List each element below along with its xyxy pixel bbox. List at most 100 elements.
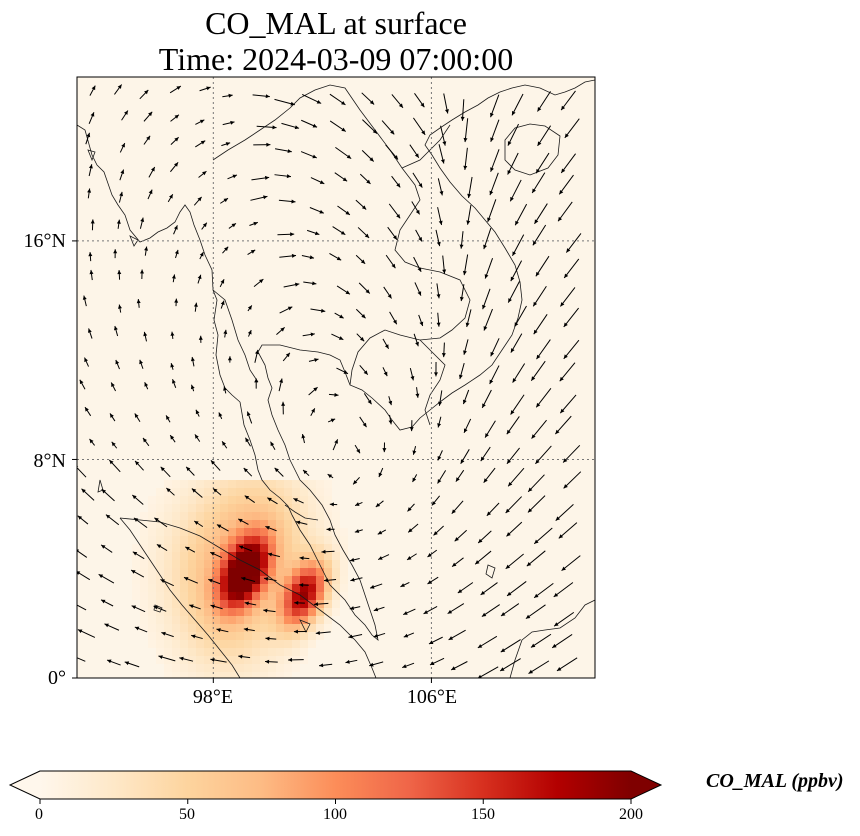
concentration-cell [220, 584, 228, 592]
wind-arrow [388, 203, 401, 219]
map-title: CO_MAL at surface [205, 5, 467, 41]
wind-arrow [412, 172, 423, 188]
concentration-cell [156, 528, 164, 536]
concentration-cell [276, 568, 284, 576]
wind-arrow [77, 515, 89, 525]
concentration-cell [308, 520, 316, 528]
concentration-cell [204, 632, 212, 640]
malay-peninsula-coast [257, 344, 413, 642]
concentration-cell [164, 560, 172, 568]
concentration-cell [260, 536, 268, 544]
wind-arrow [355, 199, 367, 210]
concentration-cell [284, 576, 292, 584]
concentration-cell [204, 560, 212, 568]
wind-arrow [227, 356, 232, 363]
wind-arrow [433, 525, 444, 536]
wind-arrow [438, 144, 445, 164]
wind-arrow [326, 527, 335, 532]
wind-arrow [308, 358, 319, 362]
concentration-cell [140, 576, 148, 584]
concentration-cell [276, 552, 284, 560]
concentration-cell [156, 640, 164, 648]
concentration-cell [204, 512, 212, 520]
wind-arrow [237, 518, 249, 525]
wind-arrow [98, 573, 115, 584]
wind-arrow [474, 550, 492, 565]
wind-arrow [210, 657, 227, 663]
wind-arrow [300, 151, 317, 159]
concentration-cell [212, 552, 220, 560]
concentration-cell [236, 600, 244, 608]
concentration-cell [228, 544, 236, 552]
concentration-cell [324, 480, 332, 488]
concentration-cell [196, 544, 204, 552]
concentration-cell [188, 504, 196, 512]
wind-arrow [509, 179, 522, 202]
concentration-cell [276, 640, 284, 648]
wind-arrow [450, 661, 468, 671]
concentration-cell [268, 656, 276, 664]
concentration-cell [252, 544, 260, 552]
wind-arrow [108, 459, 121, 473]
concentration-cell [244, 672, 252, 678]
concentration-cell [324, 560, 332, 568]
wind-arrow [511, 93, 524, 116]
concentration-cell [308, 480, 316, 488]
wind-arrow [530, 633, 552, 648]
wind-arrow [561, 555, 581, 572]
wind-arrow [447, 603, 465, 615]
wind-arrow [104, 623, 120, 631]
concentration-cell [244, 504, 252, 512]
wind-arrow [116, 219, 121, 229]
lat-label-0: 0° [48, 667, 66, 689]
wind-arrow [282, 352, 291, 362]
concentration-cell [132, 584, 140, 592]
wind-arrow [172, 379, 177, 389]
wind-arrow [414, 93, 425, 108]
wind-arrow [201, 222, 208, 230]
concentration-cell [156, 560, 164, 568]
concentration-cell [236, 656, 244, 664]
concentration-cell [316, 608, 324, 616]
concentration-cell [164, 624, 172, 632]
concentration-cell [244, 592, 252, 600]
wind-arrow [507, 152, 519, 175]
wind-arrow [174, 298, 179, 307]
concentration-cell [268, 648, 276, 656]
wind-arrow [161, 631, 174, 638]
concentration-cell [196, 632, 204, 640]
concentration-cell [260, 592, 268, 600]
concentration-cell [196, 648, 204, 656]
concentration-cell [172, 592, 180, 600]
wind-arrow [328, 392, 339, 397]
concentration-cell [172, 560, 180, 568]
concentration-cell [156, 616, 164, 624]
concentration-cell [308, 608, 316, 616]
wind-arrow [190, 356, 195, 367]
wind-arrow [216, 524, 229, 532]
concentration-cell [292, 592, 300, 600]
wind-arrow [336, 367, 349, 375]
concentration-cell [196, 576, 204, 584]
concentration-cell [244, 656, 252, 664]
wind-arrow [355, 254, 366, 265]
concentration-cell [148, 568, 156, 576]
wind-arrow [465, 309, 472, 328]
wind-arrow [481, 604, 500, 618]
concentration-cell [252, 584, 260, 592]
concentration-cell [292, 560, 300, 568]
wind-arrow [526, 550, 546, 567]
concentration-cell [316, 552, 324, 560]
concentration-cell [204, 480, 212, 488]
concentration-cell [276, 576, 284, 584]
wind-arrow [109, 413, 116, 422]
wind-arrow [459, 231, 464, 249]
concentration-cell [236, 592, 244, 600]
concentration-cell [292, 520, 300, 528]
wind-arrow [249, 221, 258, 226]
concentration-cell [268, 592, 276, 600]
concentration-cell [172, 568, 180, 576]
concentration-cell [292, 544, 300, 552]
concentration-cell [260, 656, 268, 664]
concentration-cell [180, 664, 188, 672]
